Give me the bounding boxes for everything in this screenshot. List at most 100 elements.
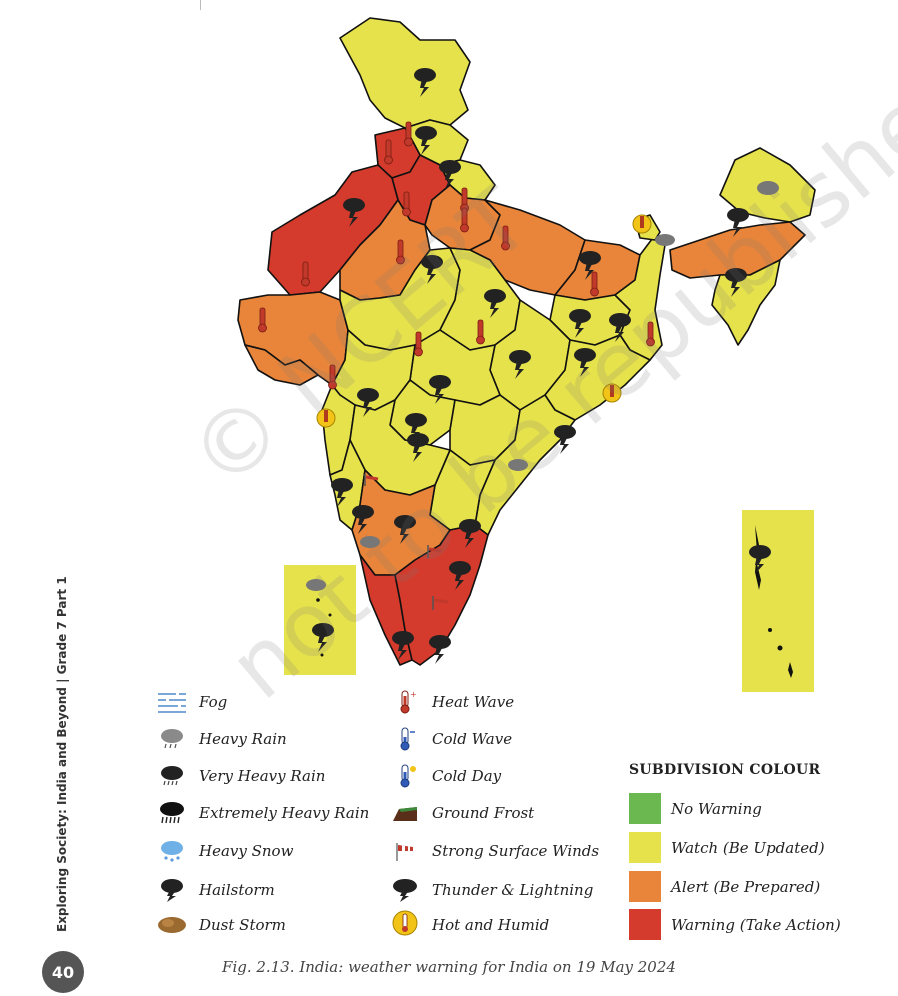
legend-cold-day-label: Cold Day	[432, 767, 502, 785]
dust-storm-icon	[155, 913, 189, 937]
heat-wave-icon	[460, 207, 469, 233]
legend-thunder-lightning-label: Thunder & Lightning	[432, 881, 594, 899]
region-nmmt	[711, 259, 781, 346]
legend-watch-label: Watch (Be Updated)	[671, 838, 825, 857]
region-saurashtra	[244, 344, 319, 386]
legend-thunder-lightning: Thunder & Lightning	[388, 878, 593, 902]
legend-very-heavy-rain-label: Very Heavy Rain	[199, 767, 326, 785]
legend-heavy-rain: Heavy Rain	[155, 727, 287, 751]
heavy-rain-icon	[155, 727, 189, 751]
figure-caption: Fig. 2.13. India: weather warning for In…	[222, 958, 676, 976]
thunder-lightning-icon	[609, 313, 631, 342]
thunder-lightning-icon	[727, 208, 749, 237]
strong-surface-winds-icon	[388, 839, 422, 863]
legend-dust-storm-label: Dust Storm	[199, 916, 286, 934]
heat-wave-icon	[258, 307, 267, 333]
heat-wave-icon	[328, 364, 337, 390]
heavy-rain-icon	[306, 579, 326, 591]
island-dot	[320, 653, 324, 657]
strong-surface-winds-icon	[364, 474, 379, 486]
ground-frost-icon	[388, 801, 422, 825]
heat-wave-icon	[404, 121, 413, 147]
swatch-red	[629, 909, 661, 940]
thunder-lightning-icon	[392, 631, 414, 660]
legend-heavy-rain-label: Heavy Rain	[199, 730, 287, 748]
legend-no-warning-label: No Warning	[671, 799, 762, 818]
thunder-lightning-icon	[415, 126, 437, 155]
legend-strong-surface-winds-label: Strong Surface Winds	[432, 842, 600, 860]
heavy-snow-icon	[155, 839, 189, 863]
region-jammu-kashmir	[339, 17, 471, 129]
hot-humid-icon	[632, 214, 652, 234]
legend-heat-wave-label: Heat Wave	[432, 693, 515, 711]
heavy-rain-icon	[757, 181, 779, 195]
heat-wave-icon	[476, 319, 485, 345]
thunder-lightning-icon	[579, 251, 601, 280]
hailstorm-icon	[155, 878, 189, 902]
legend-alert: Alert (Be Prepared)	[629, 871, 820, 902]
legend-hailstorm: Hailstorm	[155, 878, 275, 902]
hot-humid-icon	[388, 910, 422, 937]
legend-warning-label: Warning (Take Action)	[671, 915, 841, 934]
thunder-lightning-icon	[429, 635, 451, 664]
heat-wave-icon	[301, 261, 310, 287]
very-heavy-rain-icon	[155, 764, 189, 788]
legend-dust-storm: Dust Storm	[155, 913, 286, 937]
legend-extremely-heavy-rain-label: Extremely Heavy Rain	[199, 804, 370, 822]
legend-watch: Watch (Be Updated)	[629, 832, 825, 863]
heavy-rain-icon	[508, 459, 528, 471]
strong-surface-winds-icon	[432, 596, 449, 610]
thunder-lightning-icon	[331, 478, 353, 507]
heat-wave-icon	[384, 139, 393, 165]
swatch-yellow	[629, 832, 661, 863]
thunder-lightning-icon	[574, 348, 596, 377]
cold-wave-icon	[388, 727, 422, 751]
island-dot	[328, 613, 332, 617]
legend-hot-humid: Hot and Humid	[388, 910, 549, 937]
heat-wave-icon	[402, 191, 411, 217]
book-side-label: Exploring Society: India and Beyond | Gr…	[55, 576, 69, 932]
island-dot	[768, 628, 772, 632]
thunder-lightning-icon	[725, 268, 747, 297]
legend-cold-day: Cold Day	[388, 764, 501, 788]
swatch-orange	[629, 871, 661, 902]
legend-hailstorm-label: Hailstorm	[199, 881, 275, 899]
legend-strong-surface-winds: Strong Surface Winds	[388, 839, 599, 863]
hot-humid-icon	[602, 383, 622, 403]
swatch-green	[629, 793, 661, 824]
legend-no-warning: No Warning	[629, 793, 762, 824]
legend-fog: Fog	[155, 690, 227, 714]
thunder-lightning-icon	[312, 623, 334, 652]
fog-icon	[155, 690, 189, 714]
legend-very-heavy-rain: Very Heavy Rain	[155, 764, 325, 788]
cold-day-icon	[388, 764, 422, 788]
thunder-lightning-icon	[414, 68, 436, 97]
legend-cold-wave: Cold Wave	[388, 727, 512, 751]
legend-heavy-snow-label: Heavy Snow	[199, 842, 294, 860]
heat-wave-icon	[646, 321, 655, 347]
thunder-lightning-icon	[388, 878, 422, 902]
thunder-lightning-icon	[749, 545, 771, 574]
heat-wave-icon: +	[388, 690, 422, 714]
island-dot	[316, 598, 320, 602]
heat-wave-icon	[501, 225, 510, 251]
map-icons	[258, 68, 779, 664]
heat-wave-icon	[414, 331, 423, 357]
thunder-lightning-icon	[569, 309, 591, 338]
thunder-lightning-icon	[407, 433, 429, 462]
heavy-rain-icon	[360, 536, 380, 548]
legend-extremely-heavy-rain: Extremely Heavy Rain	[155, 801, 369, 825]
legend-cold-wave-label: Cold Wave	[432, 730, 513, 748]
inset-andaman-nicobar	[742, 510, 814, 692]
legend-alert-label: Alert (Be Prepared)	[671, 877, 821, 896]
thunder-lightning-icon	[421, 255, 443, 284]
thunder-lightning-icon	[352, 505, 374, 534]
hot-humid-icon	[316, 408, 336, 428]
thunder-lightning-icon	[459, 519, 481, 548]
andaman-islands	[755, 525, 761, 590]
legend-warning: Warning (Take Action)	[629, 909, 841, 940]
thunder-lightning-icon	[484, 289, 506, 318]
svg-text:+: +	[410, 690, 417, 699]
thunder-lightning-icon	[449, 561, 471, 590]
